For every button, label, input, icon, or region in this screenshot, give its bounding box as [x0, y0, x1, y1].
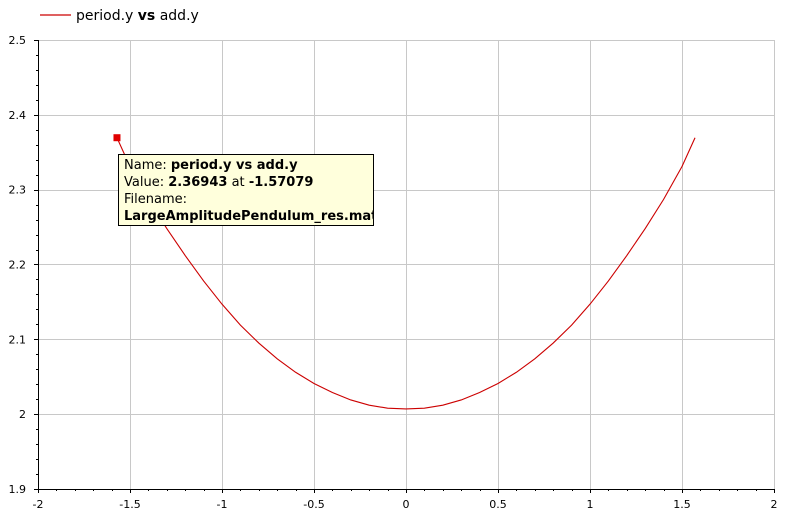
x-tick-label: 2	[771, 498, 778, 511]
y-tick-label: 1.9	[9, 483, 27, 496]
tooltip-filename-value: LargeAmplitudePendulum_res.mat	[124, 208, 373, 225]
legend-label-bold: vs	[138, 8, 155, 24]
x-tick-label: 0	[403, 498, 410, 511]
tooltip-filename-text: LargeAmplitudePendulum_res.mat	[124, 209, 374, 224]
x-tick-label: 1.5	[673, 498, 691, 511]
x-tick-label: 0.5	[489, 498, 507, 511]
y-tick-label: 2	[19, 408, 26, 421]
tooltip-name-row: Name: period.y vs add.y	[124, 157, 368, 174]
x-tick-label: -2	[33, 498, 44, 511]
tooltip-value-label: Value:	[124, 175, 165, 190]
hover-point-marker	[113, 134, 121, 142]
series-line	[116, 137, 696, 410]
tooltip-value-row: Value: 2.36943 at -1.57079	[124, 174, 368, 191]
legend-label-prefix: period.y	[76, 8, 133, 24]
x-tick-label: -1.5	[119, 498, 140, 511]
x-tick-label: -0.5	[303, 498, 324, 511]
hover-tooltip: Name: period.y vs add.y Value: 2.36943 a…	[118, 154, 374, 226]
x-tick-label: 1	[587, 498, 594, 511]
series-layer[interactable]	[116, 137, 696, 410]
tooltip-name-label: Name:	[124, 158, 167, 173]
y-tick-label: 2.1	[9, 333, 27, 346]
tooltip-value-x: -1.57079	[248, 175, 314, 190]
y-tick-label: 2.5	[9, 34, 27, 47]
x-tick-label: -1	[217, 498, 228, 511]
legend[interactable]: period.y vs add.y	[40, 8, 199, 24]
marker-layer[interactable]	[113, 134, 121, 142]
tooltip-filename-label: Filename:	[124, 192, 188, 207]
y-tick-label: 2.3	[9, 184, 27, 197]
tooltip-value-at: at	[231, 175, 245, 190]
grid	[38, 40, 775, 489]
legend-label-suffix: add.y	[160, 8, 199, 24]
tooltip-value-y: 2.36943	[168, 175, 228, 190]
y-tick-label: 2.4	[9, 109, 27, 122]
axes: -2 -1.5 -1 -0.5 0 0.5 1 1.5 2 1.9 2 2.1 2.2 2.3 2.4 2.5	[9, 34, 778, 511]
tooltip-name-value: period.y vs add.y	[170, 158, 298, 173]
y-tick-label: 2.2	[9, 259, 27, 272]
legend-label: period.y vs add.y	[76, 8, 199, 24]
